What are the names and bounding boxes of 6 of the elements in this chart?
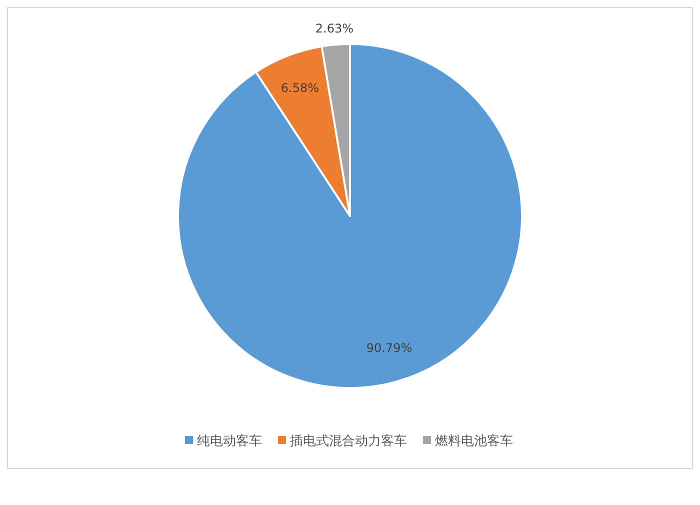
legend-label: 纯电动客车 (197, 433, 262, 449)
data-label: 90.79% (366, 340, 412, 355)
legend-label: 燃料电池客车 (435, 433, 513, 449)
data-label: 2.63% (315, 22, 354, 36)
legend-label: 插电式混合动力客车 (290, 433, 407, 449)
data-label: 6.58% (280, 80, 320, 95)
